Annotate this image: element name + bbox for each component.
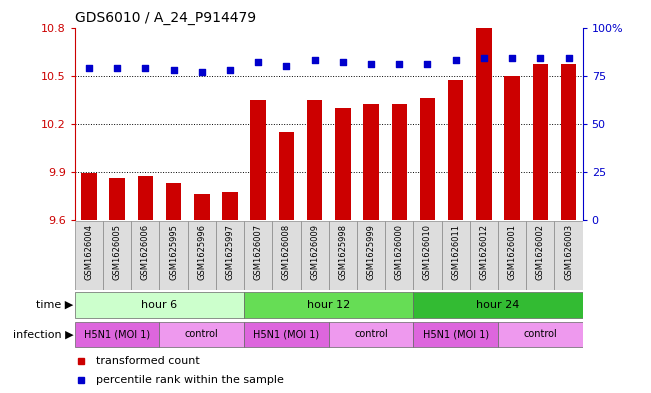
FancyBboxPatch shape — [244, 292, 413, 318]
Text: time ▶: time ▶ — [36, 300, 74, 310]
Text: hour 24: hour 24 — [477, 300, 519, 310]
Text: infection ▶: infection ▶ — [13, 329, 74, 340]
Point — [338, 59, 348, 65]
FancyBboxPatch shape — [385, 221, 413, 290]
FancyBboxPatch shape — [413, 322, 498, 347]
FancyBboxPatch shape — [159, 221, 187, 290]
Text: percentile rank within the sample: percentile rank within the sample — [96, 375, 284, 386]
Bar — [109, 178, 125, 220]
Point — [140, 65, 150, 71]
FancyBboxPatch shape — [75, 292, 244, 318]
Text: GSM1625997: GSM1625997 — [225, 224, 234, 280]
Bar — [561, 64, 576, 220]
Bar — [391, 105, 407, 220]
Point — [225, 67, 235, 73]
Bar — [420, 98, 436, 220]
Point — [281, 63, 292, 69]
Text: H5N1 (MOI 1): H5N1 (MOI 1) — [422, 329, 489, 340]
Text: H5N1 (MOI 1): H5N1 (MOI 1) — [253, 329, 320, 340]
Text: H5N1 (MOI 1): H5N1 (MOI 1) — [84, 329, 150, 340]
Bar — [251, 99, 266, 220]
FancyBboxPatch shape — [159, 322, 244, 347]
FancyBboxPatch shape — [272, 221, 301, 290]
Text: transformed count: transformed count — [96, 356, 199, 366]
FancyBboxPatch shape — [555, 221, 583, 290]
Bar — [363, 105, 379, 220]
Text: GSM1625999: GSM1625999 — [367, 224, 376, 280]
Text: GSM1626008: GSM1626008 — [282, 224, 291, 281]
Point — [84, 65, 94, 71]
Text: GSM1626004: GSM1626004 — [85, 224, 94, 280]
FancyBboxPatch shape — [103, 221, 132, 290]
Text: GSM1625995: GSM1625995 — [169, 224, 178, 280]
FancyBboxPatch shape — [413, 292, 583, 318]
Text: control: control — [523, 329, 557, 340]
Point — [394, 61, 404, 67]
Point — [112, 65, 122, 71]
Bar — [222, 193, 238, 220]
Point — [169, 67, 179, 73]
Bar — [194, 194, 210, 220]
FancyBboxPatch shape — [187, 221, 216, 290]
Text: GSM1626009: GSM1626009 — [310, 224, 319, 280]
Point — [366, 61, 376, 67]
Text: GSM1626005: GSM1626005 — [113, 224, 122, 280]
Text: control: control — [354, 329, 388, 340]
FancyBboxPatch shape — [441, 221, 470, 290]
Bar — [335, 108, 351, 220]
Bar — [533, 64, 548, 220]
FancyBboxPatch shape — [301, 221, 329, 290]
Text: hour 6: hour 6 — [141, 300, 178, 310]
Text: GSM1626007: GSM1626007 — [254, 224, 263, 281]
Text: GSM1625998: GSM1625998 — [339, 224, 348, 280]
Bar — [448, 80, 464, 220]
FancyBboxPatch shape — [244, 322, 329, 347]
FancyBboxPatch shape — [329, 322, 413, 347]
Text: GSM1626006: GSM1626006 — [141, 224, 150, 281]
FancyBboxPatch shape — [75, 221, 103, 290]
Point — [478, 55, 489, 61]
FancyBboxPatch shape — [526, 221, 555, 290]
FancyBboxPatch shape — [244, 221, 272, 290]
Point — [507, 55, 518, 61]
FancyBboxPatch shape — [75, 322, 159, 347]
Bar — [505, 75, 520, 220]
Point — [563, 55, 574, 61]
Bar — [279, 132, 294, 220]
FancyBboxPatch shape — [470, 221, 498, 290]
Point — [309, 57, 320, 63]
Text: GSM1625996: GSM1625996 — [197, 224, 206, 280]
Point — [197, 68, 207, 75]
FancyBboxPatch shape — [357, 221, 385, 290]
Text: control: control — [185, 329, 219, 340]
Text: GSM1626000: GSM1626000 — [395, 224, 404, 280]
Text: GSM1626011: GSM1626011 — [451, 224, 460, 280]
Text: GSM1626010: GSM1626010 — [423, 224, 432, 280]
Text: GDS6010 / A_24_P914479: GDS6010 / A_24_P914479 — [75, 11, 256, 25]
Point — [422, 61, 433, 67]
FancyBboxPatch shape — [329, 221, 357, 290]
FancyBboxPatch shape — [498, 221, 526, 290]
Text: GSM1626002: GSM1626002 — [536, 224, 545, 280]
FancyBboxPatch shape — [413, 221, 441, 290]
Point — [253, 59, 264, 65]
Text: GSM1626003: GSM1626003 — [564, 224, 573, 281]
Bar — [307, 99, 322, 220]
Point — [450, 57, 461, 63]
Text: hour 12: hour 12 — [307, 300, 350, 310]
Bar — [476, 28, 492, 220]
Text: GSM1626001: GSM1626001 — [508, 224, 517, 280]
FancyBboxPatch shape — [216, 221, 244, 290]
FancyBboxPatch shape — [132, 221, 159, 290]
Bar — [166, 183, 182, 220]
Bar — [137, 176, 153, 220]
Bar — [81, 173, 97, 220]
FancyBboxPatch shape — [498, 322, 583, 347]
Point — [535, 55, 546, 61]
Text: GSM1626012: GSM1626012 — [479, 224, 488, 280]
